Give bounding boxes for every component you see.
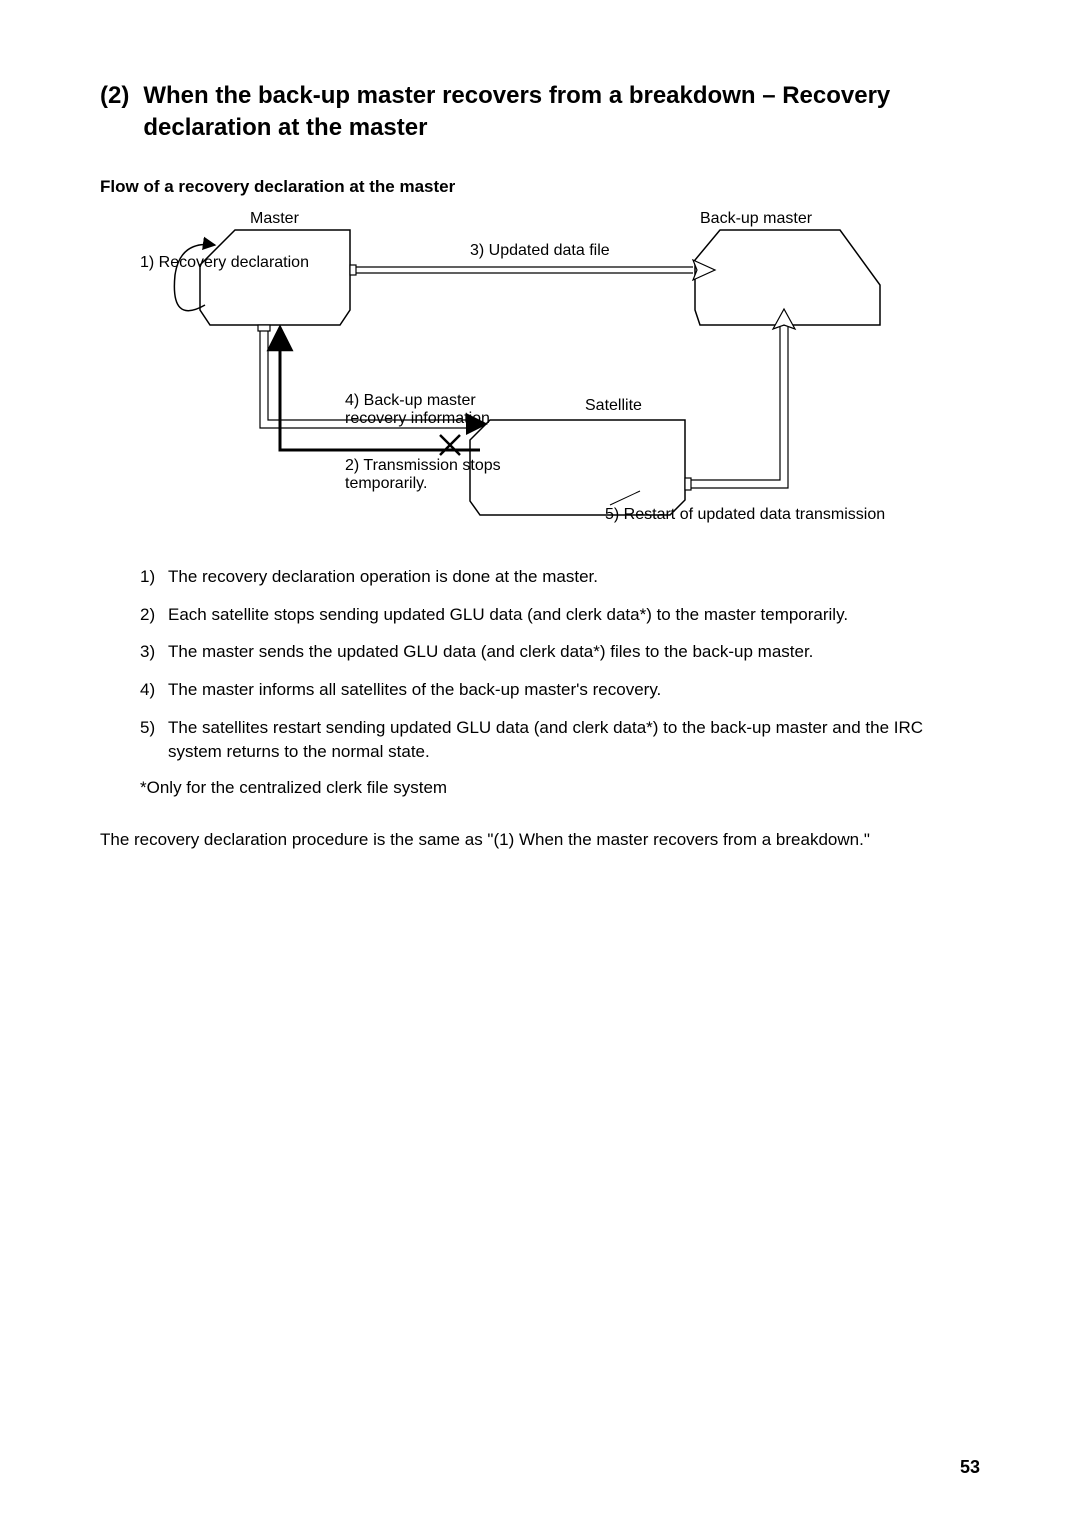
step2-label-a: 2) Transmission stops bbox=[345, 457, 501, 474]
heading-text: When the back-up master recovers from a … bbox=[143, 80, 980, 145]
backup-master-node: Back-up master bbox=[695, 210, 880, 325]
step5-label: 5) Restart of updated data transmission bbox=[605, 506, 885, 523]
list-item: 1) The recovery declaration operation is… bbox=[140, 565, 980, 589]
item-text: The recovery declaration operation is do… bbox=[168, 565, 980, 589]
step3-arrow: 3) Updated data file bbox=[350, 242, 715, 280]
item-number: 1) bbox=[140, 565, 168, 589]
satellite-node: Satellite bbox=[470, 397, 685, 515]
document-page: (2) When the back-up master recovers fro… bbox=[0, 0, 1080, 1526]
step4-arrow: 4) Back-up master recovery information bbox=[258, 325, 490, 435]
section-heading: (2) When the back-up master recovers fro… bbox=[100, 80, 980, 145]
closing-paragraph: The recovery declaration procedure is th… bbox=[100, 830, 980, 850]
step4-label-a: 4) Back-up master bbox=[345, 392, 476, 409]
list-item: 3) The master sends the updated GLU data… bbox=[140, 640, 980, 664]
heading-number: (2) bbox=[100, 80, 143, 145]
subheading: Flow of a recovery declaration at the ma… bbox=[100, 177, 980, 197]
master-label: Master bbox=[250, 210, 300, 227]
step4-label-b: recovery information bbox=[345, 410, 490, 427]
item-text: The satellites restart sending updated G… bbox=[168, 716, 980, 764]
page-number: 53 bbox=[960, 1457, 980, 1478]
item-number: 4) bbox=[140, 678, 168, 702]
step3-label: 3) Updated data file bbox=[470, 242, 610, 259]
item-text: Each satellite stops sending updated GLU… bbox=[168, 603, 980, 627]
step2-label-b: temporarily. bbox=[345, 475, 427, 492]
steps-list: 1) The recovery declaration operation is… bbox=[140, 565, 980, 764]
flow-diagram: Master Back-up master Satellite 1) Recov… bbox=[140, 205, 960, 535]
satellite-label: Satellite bbox=[585, 397, 642, 414]
item-number: 5) bbox=[140, 716, 168, 764]
item-number: 2) bbox=[140, 603, 168, 627]
item-text: The master sends the updated GLU data (a… bbox=[168, 640, 980, 664]
item-text: The master informs all satellites of the… bbox=[168, 678, 980, 702]
list-item: 4) The master informs all satellites of … bbox=[140, 678, 980, 702]
list-item: 5) The satellites restart sending update… bbox=[140, 716, 980, 764]
backup-master-label: Back-up master bbox=[700, 210, 813, 227]
step1-label: 1) Recovery declaration bbox=[140, 254, 309, 271]
footnote: *Only for the centralized clerk file sys… bbox=[140, 778, 980, 798]
list-item: 2) Each satellite stops sending updated … bbox=[140, 603, 980, 627]
item-number: 3) bbox=[140, 640, 168, 664]
